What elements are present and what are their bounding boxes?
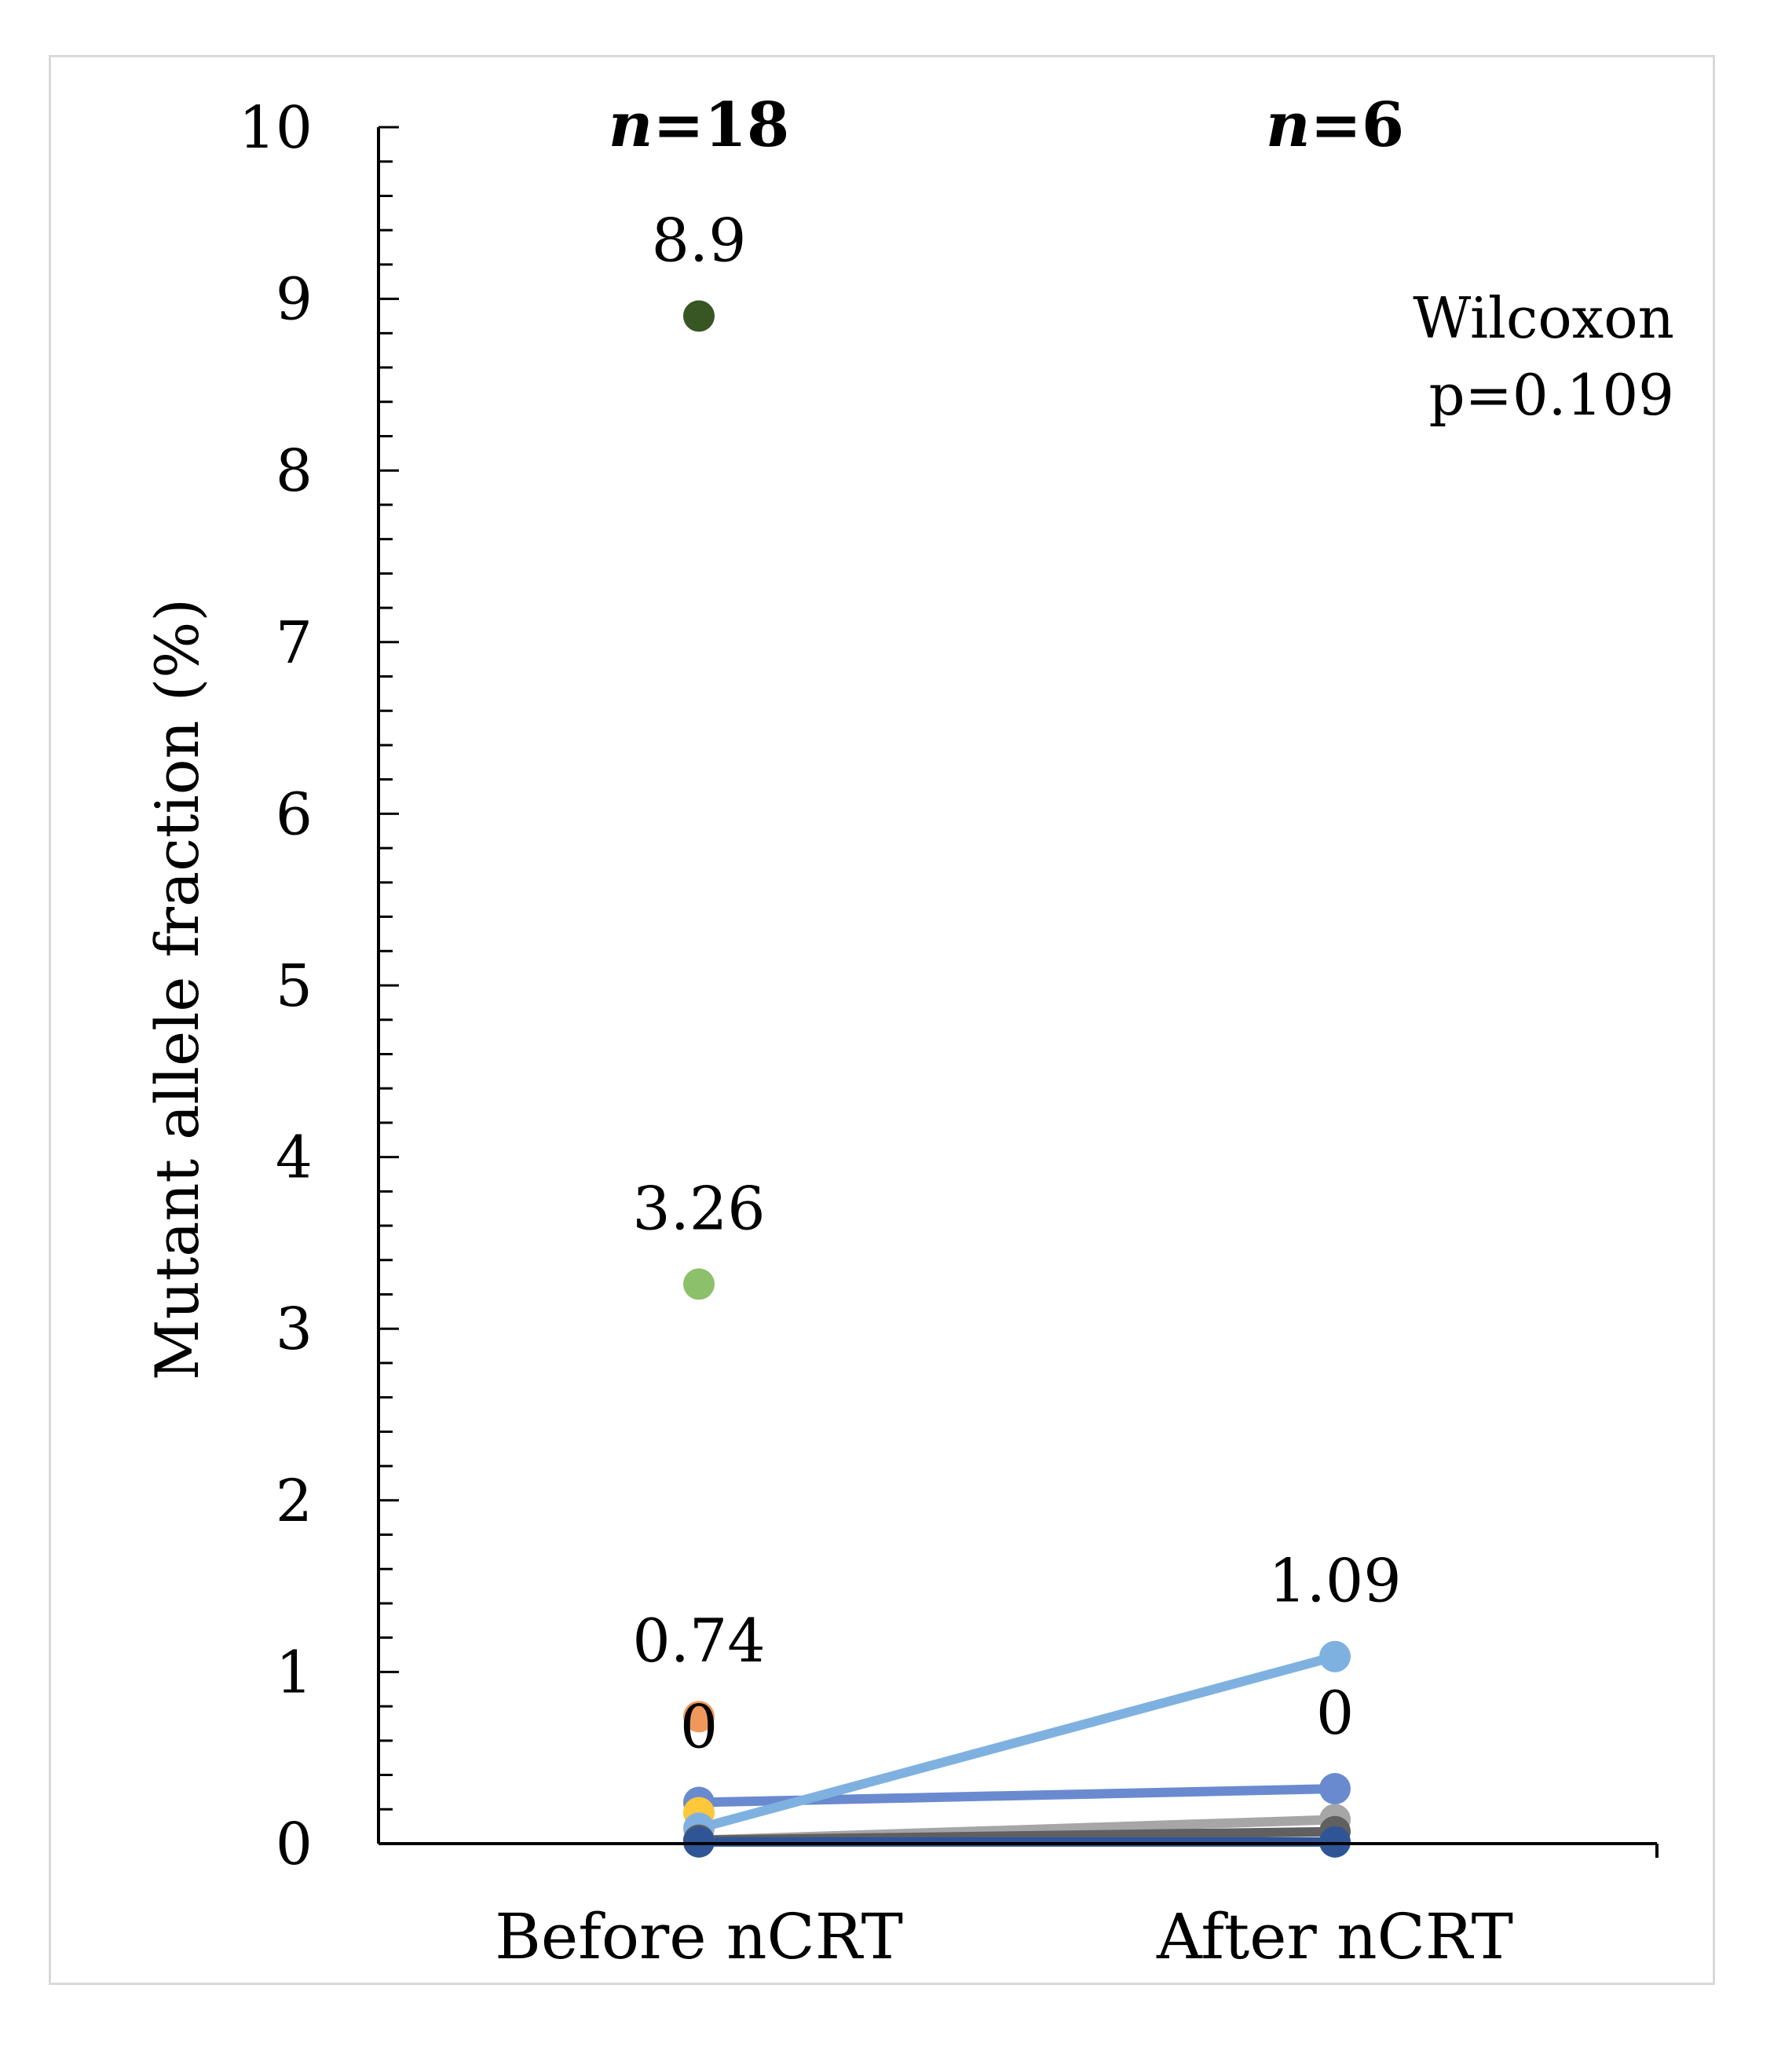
data-point-sample-9 <box>683 1826 715 1858</box>
data-point-sample-2 <box>683 1268 715 1300</box>
axes <box>377 126 1659 1858</box>
y-tick-label: 1 <box>276 1639 313 1706</box>
group-n-count: =18 <box>653 90 789 161</box>
y-tick-label: 0 <box>276 1811 313 1878</box>
data-point-sample-3 <box>683 1701 715 1733</box>
y-tick-label: 7 <box>276 609 313 677</box>
y-tick-label: 3 <box>276 1296 313 1363</box>
x-category-label: After nCRT <box>1156 1900 1513 1973</box>
y-tick-label: 6 <box>276 780 313 848</box>
stat-p-value: p=0.109 <box>1428 362 1674 428</box>
data-point-sample-9 <box>1319 1826 1351 1858</box>
data-label: 0.74 <box>632 1606 765 1676</box>
data-point-sample-4 <box>1319 1773 1351 1805</box>
data-label: 3.26 <box>632 1173 765 1243</box>
group-n-label: n=18 <box>609 90 790 161</box>
y-axis-title: Mutant allele fraction (%) <box>142 598 212 1380</box>
y-tick-label: 10 <box>239 94 313 162</box>
group-n-label: n=6 <box>1266 90 1404 161</box>
data-label: 0 <box>1316 1678 1354 1748</box>
series-lines <box>694 1651 1340 1847</box>
data-label: 1.09 <box>1268 1546 1401 1616</box>
data-point-sample-1 <box>683 300 715 332</box>
x-category-label: Before nCRT <box>495 1900 903 1973</box>
series-points <box>683 300 1351 1858</box>
data-point-sample-6 <box>1319 1640 1351 1672</box>
y-tick-label: 4 <box>276 1124 313 1192</box>
y-tick-label: 9 <box>276 266 313 334</box>
group-n-letter: n <box>609 90 653 161</box>
y-tick-label: 5 <box>276 952 313 1020</box>
data-label: 8.9 <box>652 205 747 275</box>
data-label: 0 <box>680 1692 718 1762</box>
series-line-sample-6 <box>694 1651 1340 1833</box>
chart-frame <box>49 55 1715 1985</box>
y-tick-label: 8 <box>276 437 313 505</box>
y-tick-label: 2 <box>276 1468 313 1535</box>
stat-test-name: Wilcoxon <box>1413 285 1674 351</box>
group-n-letter: n <box>1266 90 1311 161</box>
group-n-count: =6 <box>1311 90 1405 161</box>
